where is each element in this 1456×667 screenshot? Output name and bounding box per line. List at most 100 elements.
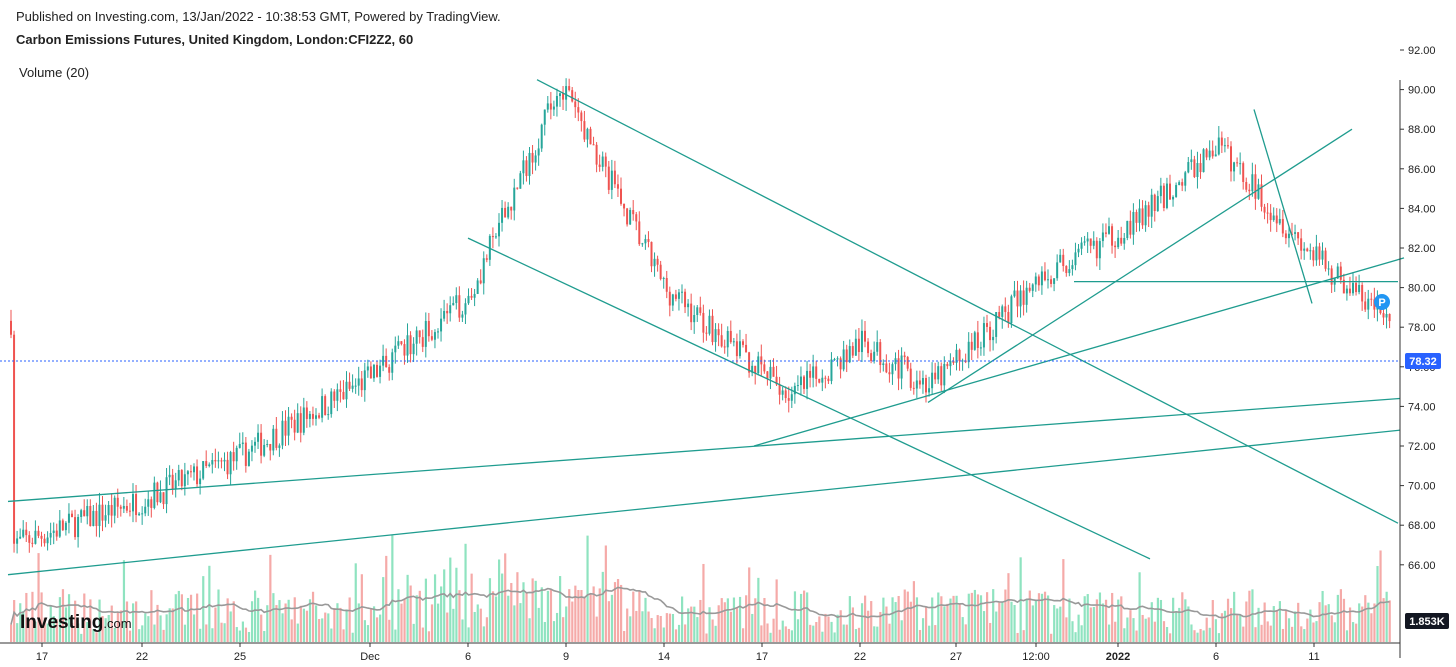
candle-body	[1077, 248, 1080, 253]
x-tick-label: 17	[36, 651, 48, 663]
volume-bar-up	[193, 614, 196, 642]
candle-up	[949, 353, 952, 376]
candle-body	[516, 187, 519, 189]
price-axis[interactable]: 92.00 90.00 88.00 86.00 84.00 82.00 80.00 78.00…	[1400, 45, 1436, 572]
volume-bar-down	[787, 628, 790, 642]
candle-body	[1242, 163, 1245, 183]
candle-body	[580, 112, 583, 122]
candle-down	[333, 389, 336, 409]
candle-body	[25, 529, 28, 536]
candle-body	[1297, 232, 1300, 239]
candle-up	[1074, 242, 1077, 271]
candle-body	[879, 342, 882, 365]
candle-up	[738, 329, 741, 359]
candle-body	[845, 349, 848, 363]
candle-down	[705, 326, 708, 341]
volume-bar-up	[979, 595, 983, 642]
candle-body	[339, 389, 342, 392]
candle-down	[1220, 131, 1223, 154]
volume-bar-up	[830, 621, 833, 642]
price-alert-marker[interactable]: P	[1374, 294, 1390, 310]
candle-down	[1291, 222, 1293, 237]
candle-up	[955, 343, 958, 371]
volume-bar-up	[537, 607, 540, 642]
candle-up	[726, 326, 729, 357]
candle-body	[632, 210, 635, 215]
volume-bar-up	[144, 613, 147, 642]
candle-body	[1217, 137, 1220, 155]
candle-body	[1260, 184, 1263, 207]
candle-body	[440, 318, 443, 332]
candle-up	[1358, 274, 1361, 295]
time-axis[interactable]: 17 22 25 Dec 6 9 14 17 22 27 12:00 2022 6 11	[36, 643, 1320, 663]
candle-down	[976, 320, 979, 359]
volume-bar-up	[860, 603, 864, 642]
candle-body	[223, 459, 226, 462]
volume-bar-up	[757, 577, 760, 642]
volume-bar-up	[159, 615, 162, 642]
candle-down	[220, 457, 223, 469]
candle-body	[247, 451, 250, 466]
volume-bar-down	[1254, 627, 1257, 642]
volume-bar-down	[128, 630, 132, 642]
volume-bar-up	[928, 625, 931, 642]
candle-up	[967, 332, 970, 369]
volume-bar-up	[732, 597, 736, 642]
volume-bar-up	[876, 626, 879, 642]
volume-bar-up	[302, 608, 305, 642]
candle-up	[315, 408, 317, 426]
volume-bar-up	[257, 597, 260, 642]
candle-body	[1348, 288, 1351, 294]
volume-bar-down	[574, 585, 577, 642]
volume-bar-down	[1236, 615, 1239, 642]
volume-bar-up	[796, 619, 800, 642]
y-tick-label: 92.00	[1408, 45, 1436, 57]
candle-body	[967, 341, 970, 363]
candle-up	[199, 470, 202, 495]
candle-body	[1016, 290, 1019, 307]
candle-up	[263, 439, 266, 458]
volume-bar-up	[1309, 609, 1312, 642]
volume-bar-up	[394, 629, 397, 642]
candle-up	[882, 359, 885, 372]
candle-down	[897, 349, 900, 391]
volume-bar-down	[305, 610, 309, 642]
candle-down	[815, 360, 818, 387]
volume-bar-down	[702, 563, 705, 642]
candle-body	[720, 335, 723, 347]
candle-body	[1178, 182, 1181, 186]
candle-down	[1089, 238, 1092, 254]
volume-bar-down	[1364, 595, 1367, 642]
candle-body	[92, 510, 95, 526]
candle-body	[13, 334, 16, 544]
candle-down	[427, 312, 430, 342]
candle-up	[476, 278, 479, 295]
candle-body	[1318, 246, 1321, 260]
candle-body	[949, 360, 952, 367]
candle-up	[327, 406, 330, 420]
volume-bar-up	[714, 625, 717, 642]
volume-bar-down	[784, 626, 787, 642]
volume-indicator-label[interactable]: Volume (20)	[19, 65, 90, 80]
candle-body	[656, 258, 659, 265]
volume-bar-up	[1117, 599, 1120, 642]
candle-down	[909, 362, 912, 391]
volume-bar-down	[376, 617, 379, 642]
candle-body	[836, 358, 839, 360]
trendlines[interactable]	[7, 79, 1405, 576]
candle-body	[925, 378, 927, 393]
candle-up	[1272, 207, 1275, 222]
candle-body	[549, 103, 552, 110]
candle-down	[592, 136, 595, 146]
candle-up	[382, 344, 385, 372]
volume-bar-down	[125, 601, 129, 642]
volume-bar-up	[949, 598, 952, 642]
candle-body	[220, 460, 223, 462]
candle-up	[336, 383, 339, 412]
volume-bar-up	[141, 625, 144, 642]
candle-body	[1059, 254, 1062, 263]
volume-bar-down	[1211, 600, 1214, 642]
alert-marker-icon[interactable]	[1374, 294, 1390, 310]
volume-bar-down	[1379, 550, 1382, 642]
